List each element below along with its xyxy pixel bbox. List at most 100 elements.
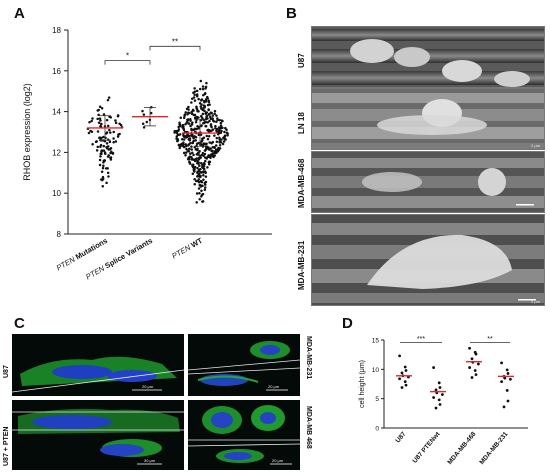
data-point	[102, 159, 106, 163]
data-point	[201, 107, 205, 110]
data-point	[207, 162, 211, 166]
data-point	[194, 179, 198, 183]
data-point	[196, 161, 199, 165]
data-point	[197, 97, 200, 101]
data-point	[107, 175, 110, 178]
confocal-u87-pten-scale: 30 μm	[144, 458, 156, 463]
x-tick-label: MDA-MB-468	[446, 430, 477, 466]
data-point	[207, 112, 211, 116]
data-point	[105, 118, 109, 122]
data-point	[195, 106, 198, 110]
data-point	[474, 373, 478, 377]
data-point	[101, 185, 105, 188]
data-point	[190, 145, 193, 148]
data-point	[180, 137, 184, 141]
data-point	[206, 166, 209, 169]
data-point	[195, 95, 199, 98]
sem-label-mda-mb-468-rot: MDA-MB-468	[297, 158, 306, 208]
sem-label-mda-mb-231-rot: MDA-MB-231	[297, 240, 306, 290]
data-point	[197, 110, 200, 113]
data-point	[112, 137, 115, 140]
sem-texture-mda-mb-468	[312, 152, 544, 212]
data-point	[193, 165, 197, 169]
data-point	[200, 124, 203, 127]
data-point	[208, 147, 211, 151]
data-point	[145, 120, 149, 124]
data-point	[102, 135, 105, 139]
data-point	[215, 151, 218, 155]
data-point	[195, 201, 198, 204]
y-tick-label: 5	[375, 396, 379, 403]
data-point	[102, 144, 106, 148]
data-point	[191, 163, 194, 167]
data-point	[192, 153, 195, 157]
data-point	[178, 146, 181, 150]
confocal-u87: 20 μm	[12, 334, 184, 396]
data-point	[195, 127, 198, 131]
data-point	[191, 151, 194, 154]
data-point	[190, 158, 194, 161]
data-point	[105, 181, 108, 185]
data-point	[207, 135, 211, 138]
data-point	[226, 132, 229, 136]
data-point	[190, 112, 194, 115]
data-point	[197, 181, 201, 184]
data-point	[187, 156, 190, 159]
data-point	[142, 126, 146, 129]
data-point	[108, 148, 112, 151]
data-point	[184, 111, 188, 114]
data-point	[400, 371, 404, 375]
x-tick-label: MDA-MB-231	[478, 430, 509, 466]
data-point	[101, 175, 105, 179]
data-point	[199, 79, 203, 83]
data-point	[111, 151, 115, 155]
data-point	[184, 151, 188, 154]
data-point	[207, 100, 211, 104]
data-point	[189, 141, 192, 145]
data-point	[211, 152, 215, 155]
data-point	[183, 114, 186, 118]
data-point	[204, 175, 208, 178]
data-point	[219, 121, 223, 125]
data-point	[214, 126, 217, 130]
data-point	[205, 81, 208, 85]
data-point	[100, 122, 103, 126]
data-point	[106, 124, 110, 128]
data-point	[88, 121, 91, 124]
data-point	[190, 101, 193, 104]
data-point	[473, 369, 477, 372]
data-point	[195, 192, 199, 195]
significance-label: **	[172, 37, 178, 46]
data-point	[199, 133, 203, 136]
data-point	[193, 90, 197, 93]
data-point	[182, 141, 185, 144]
data-point	[210, 125, 213, 129]
confocal-u87-pten: 30 μm	[12, 400, 184, 470]
data-point	[109, 158, 113, 161]
confocal-mda-mb-468-texture	[188, 405, 300, 465]
data-point	[100, 136, 103, 140]
data-point	[99, 143, 103, 147]
data-point	[96, 130, 100, 133]
sem-scalebar-mda-mb-231: 2 μm	[531, 299, 540, 304]
data-point	[219, 124, 223, 127]
data-point	[197, 156, 201, 160]
data-point	[187, 111, 191, 115]
data-point	[186, 135, 189, 139]
data-point	[182, 145, 186, 149]
data-point	[214, 144, 218, 147]
data-point	[204, 159, 207, 163]
data-point	[211, 149, 214, 153]
data-point	[200, 193, 204, 197]
data-point	[211, 117, 214, 120]
data-point	[215, 148, 219, 152]
data-point	[98, 158, 102, 162]
data-point	[441, 393, 444, 396]
sem-image-mda-mb-231: 2 μm	[311, 214, 545, 306]
data-point	[213, 145, 216, 149]
data-point	[191, 172, 195, 175]
data-point	[201, 184, 204, 188]
data-point	[182, 138, 186, 141]
